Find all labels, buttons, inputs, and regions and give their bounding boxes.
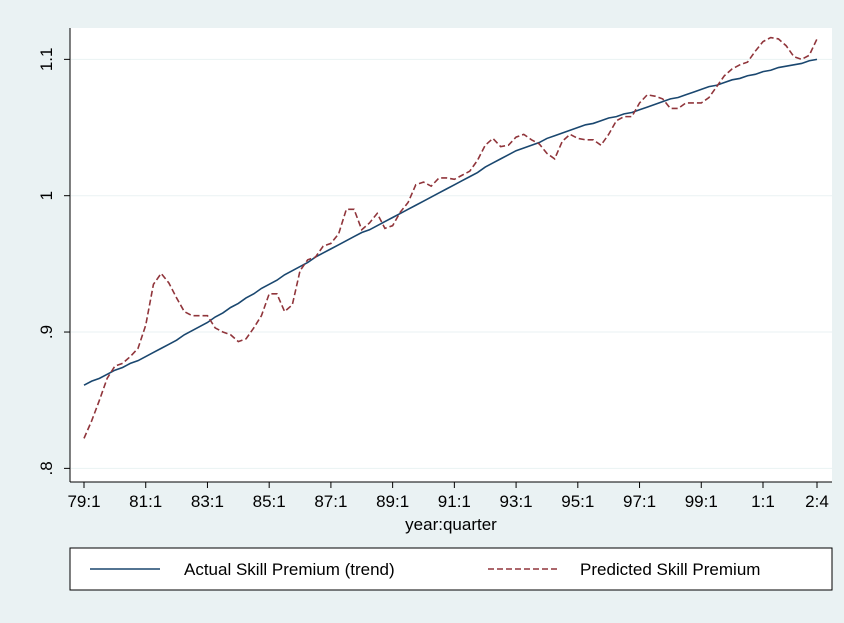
x-tick-label: 91:1 bbox=[438, 492, 471, 511]
legend bbox=[69, 547, 833, 591]
x-tick-label: 85:1 bbox=[253, 492, 286, 511]
x-axis-title: year:quarter bbox=[405, 515, 497, 534]
x-tick-label: 83:1 bbox=[191, 492, 224, 511]
y-tick-label: .8 bbox=[37, 461, 56, 475]
x-tick-label: 95:1 bbox=[561, 492, 594, 511]
legend-label: Actual Skill Premium (trend) bbox=[184, 560, 395, 579]
y-tick-label: 1.1 bbox=[37, 48, 56, 72]
x-tick-label: 93:1 bbox=[500, 492, 533, 511]
plot-area bbox=[70, 28, 832, 482]
x-tick-label: 87:1 bbox=[314, 492, 347, 511]
series-line bbox=[83, 58, 818, 386]
y-tick-label: .9 bbox=[37, 325, 56, 339]
x-tick-label: 99:1 bbox=[685, 492, 718, 511]
x-tick-label: 79:1 bbox=[67, 492, 100, 511]
series-line bbox=[83, 36, 818, 439]
legend-label: Predicted Skill Premium bbox=[580, 560, 760, 579]
x-tick-label: 97:1 bbox=[623, 492, 656, 511]
x-tick-label: 1:1 bbox=[751, 492, 775, 511]
x-tick-label: 2:4 bbox=[805, 492, 829, 511]
x-tick-label: 89:1 bbox=[376, 492, 409, 511]
x-tick-label: 81:1 bbox=[129, 492, 162, 511]
y-tick-label: 1 bbox=[37, 191, 56, 200]
